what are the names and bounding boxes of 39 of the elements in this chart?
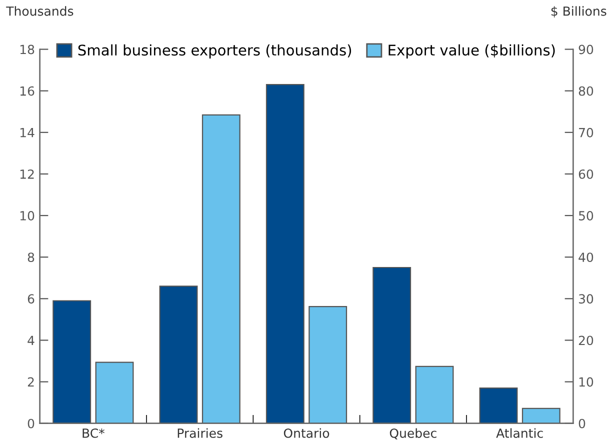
y2-tick-label: 20 — [578, 336, 594, 346]
y-tick-label: 8 — [28, 252, 34, 262]
bar — [308, 306, 348, 424]
bar — [266, 84, 304, 424]
legend-label: Export value ($billions) — [388, 44, 555, 58]
y-tick-label: 16 — [20, 86, 34, 96]
y2-tick-label: 70 — [579, 128, 594, 138]
bar — [372, 266, 412, 424]
y2-tick-label: 10 — [579, 377, 594, 387]
y-tick-label: 0 — [28, 418, 34, 428]
y-tick-label: 4 — [28, 336, 34, 345]
y-tick-label: 14 — [20, 128, 34, 138]
bar — [95, 362, 134, 424]
y-tick-label: 12 — [20, 169, 34, 179]
y-axis-title: Thousands — [6, 6, 74, 16]
bar — [415, 366, 454, 424]
y2-tick-label: 30 — [578, 294, 594, 304]
y2-tick-label: 0 — [578, 418, 586, 428]
bar — [202, 114, 240, 424]
y2-tick-label: 50 — [578, 211, 594, 220]
y-tick-label: 10 — [20, 211, 34, 220]
legend-label: Small business exporters (thousands) — [78, 44, 352, 58]
bar — [479, 387, 518, 424]
x-tick-label: Atlantic — [496, 428, 543, 438]
y2-axis-title: $ Billions — [551, 6, 606, 18]
x-tick-label: Ontario — [284, 428, 330, 438]
x-tick-label: BC* — [82, 428, 104, 438]
x-tick-label: Prairies — [178, 428, 222, 438]
y2-tick-label: 60 — [578, 169, 594, 179]
bar — [52, 300, 92, 424]
y2-tick-label: 40 — [578, 252, 594, 262]
x-tick-label: Quebec — [390, 428, 436, 440]
y-tick-label: 6 — [28, 294, 34, 304]
y2-tick-label: 90 — [578, 44, 594, 54]
y-tick-label: 2 — [28, 377, 34, 387]
bar — [159, 286, 198, 424]
y-tick-label: 18 — [20, 44, 34, 54]
y2-tick-label: 80 — [578, 86, 594, 96]
bar — [522, 408, 560, 424]
